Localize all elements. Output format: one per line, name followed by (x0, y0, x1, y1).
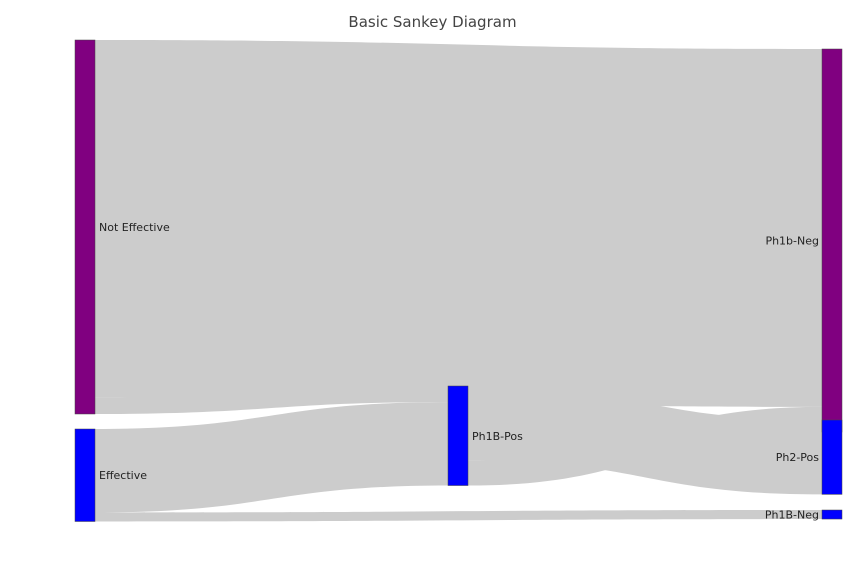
node-ph1b_neg_blue[interactable] (821, 509, 843, 520)
node-label-not_effective: Not Effective (99, 221, 170, 234)
node-label-ph1b_pos: Ph1B-Pos (472, 430, 523, 443)
node-label-ph1b_neg_blue: Ph1B-Neg (765, 509, 819, 522)
link-not_effective-to-ph1b_neg_purple[interactable] (95, 40, 822, 407)
node-effective[interactable] (74, 428, 96, 522)
nodes-layer (74, 39, 843, 522)
link-effective-to-ph1b_neg_blue[interactable] (95, 510, 822, 522)
node-label-ph1b_neg_purple: Ph1b-Neg (765, 235, 819, 248)
links-layer (95, 40, 822, 522)
node-ph2_pos[interactable] (821, 419, 843, 495)
chart-title: Basic Sankey Diagram (348, 13, 517, 31)
node-label-ph2_pos: Ph2-Pos (776, 451, 820, 464)
node-ph1b_pos[interactable] (447, 385, 469, 486)
labels-layer: Not Effective Effective Ph1B-Pos Ph1b-Neg Ph… (99, 221, 819, 522)
node-ph1b_neg_purple[interactable] (821, 48, 843, 433)
node-not_effective[interactable] (74, 39, 96, 415)
link-not_effective-to-ph1b_pos[interactable] (95, 386, 448, 414)
link-effective-to-ph1b_pos[interactable] (95, 402, 448, 513)
link-ph1b_pos-to-ph1b_neg_purple[interactable] (468, 406, 822, 486)
node-label-effective: Effective (99, 469, 147, 482)
